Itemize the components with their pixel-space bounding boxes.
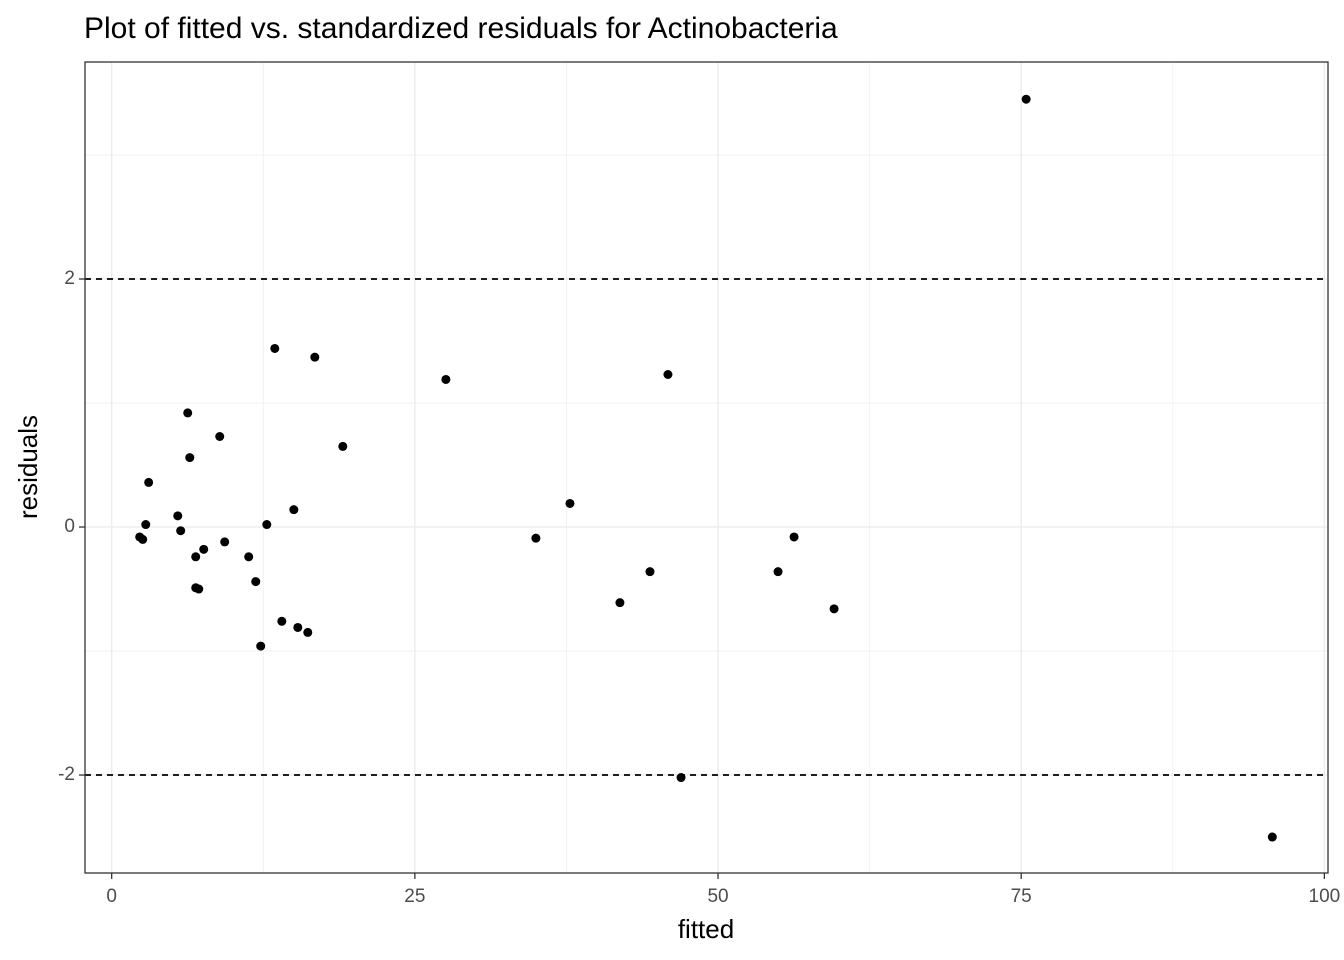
point — [1021, 94, 1031, 104]
point — [144, 477, 154, 487]
point — [194, 584, 204, 594]
x-tick-label: 50 — [707, 886, 728, 907]
y-axis-label: residuals — [13, 415, 43, 519]
point — [251, 577, 261, 587]
point — [262, 520, 272, 530]
point — [277, 616, 287, 626]
point — [789, 532, 799, 542]
point — [663, 369, 673, 379]
point — [191, 552, 201, 562]
point — [303, 627, 313, 637]
point — [773, 567, 783, 577]
point — [310, 352, 320, 362]
point — [338, 441, 348, 451]
point — [244, 552, 254, 562]
point — [173, 511, 183, 521]
x-axis-label: fitted — [678, 914, 734, 944]
y-tick-label: 0 — [64, 516, 75, 537]
point — [531, 533, 541, 543]
point — [293, 622, 303, 632]
point — [270, 343, 280, 353]
point — [289, 505, 299, 515]
point — [256, 641, 266, 651]
point — [676, 773, 686, 783]
x-tick-label: 0 — [106, 886, 117, 907]
point — [176, 526, 186, 536]
point — [565, 498, 575, 508]
y-tick-label: -2 — [58, 764, 75, 785]
point — [141, 520, 151, 530]
point — [215, 431, 225, 441]
point — [829, 604, 839, 614]
point — [220, 537, 230, 547]
point — [138, 534, 148, 544]
point — [199, 544, 209, 554]
point — [185, 453, 195, 463]
point — [615, 598, 625, 608]
y-tick-label: 2 — [64, 268, 75, 289]
point — [645, 567, 655, 577]
point — [183, 408, 193, 418]
chart-title: Plot of fitted vs. standardized residual… — [84, 12, 838, 45]
x-tick-label: 25 — [404, 886, 425, 907]
panel-border — [84, 61, 1329, 874]
point — [1267, 832, 1277, 842]
point — [441, 374, 451, 384]
x-tick-label: 100 — [1309, 886, 1341, 907]
x-tick-label: 75 — [1011, 886, 1032, 907]
